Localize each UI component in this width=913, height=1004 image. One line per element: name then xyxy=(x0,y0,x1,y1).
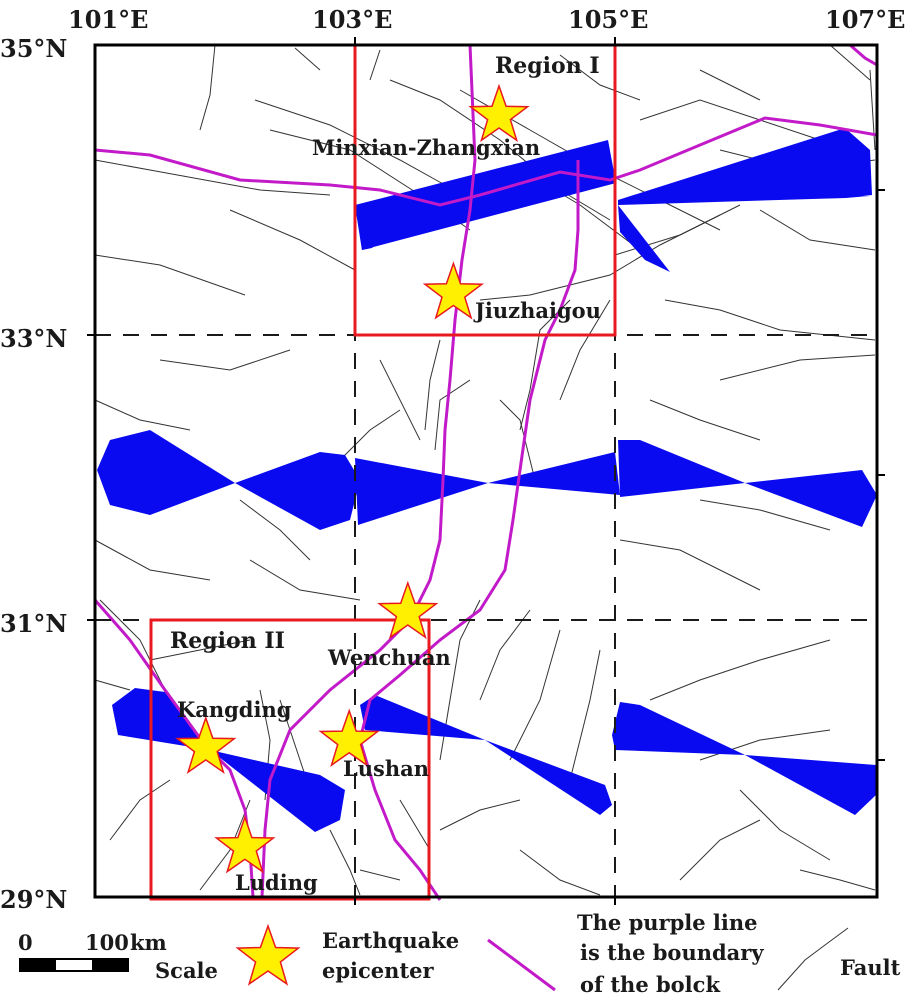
scale-zero-label: 0 xyxy=(18,930,33,955)
epicenter-label-lushan: Lushan xyxy=(343,756,429,781)
epicenter-star-lushan xyxy=(318,708,380,767)
bowtie-middle-west xyxy=(97,430,360,530)
epicenter-label-jiuzhaigou: Jiuzhaigou xyxy=(473,298,601,323)
epicenter-label-kangding: Kangding xyxy=(177,697,292,722)
legend-boundary-line-icon xyxy=(487,938,556,992)
lat-label-29: 29°N xyxy=(0,885,67,914)
epicenter-label-luding: Luding xyxy=(235,870,318,895)
bowtie-east-north xyxy=(618,128,872,272)
scale-bar xyxy=(19,958,129,972)
bowtie-lushan xyxy=(360,695,612,815)
legend-boundary-label-1: The purple line xyxy=(577,910,758,935)
scale-unit-label: km xyxy=(130,930,167,955)
epicenter-star-luding xyxy=(214,815,276,874)
epicenter-star-minxian-zhangxian xyxy=(468,83,530,143)
bowtie-symbols xyxy=(97,128,877,832)
legend: 0 100 km Scale Earthquake epicenter The … xyxy=(18,910,901,997)
region-1-label: Region I xyxy=(495,53,600,79)
legend-fault-label: Fault xyxy=(840,955,901,980)
legend-fault-icon xyxy=(777,927,849,991)
legend-boundary-label-3: of the bolck xyxy=(580,972,720,997)
lon-label-105: 105°E xyxy=(568,5,648,34)
scale-label: Scale xyxy=(155,958,218,983)
legend-star-icon xyxy=(235,923,301,986)
lat-label-35: 35°N xyxy=(0,34,67,63)
epicenter-label-wenchuan: Wenchuan xyxy=(327,645,451,670)
bowtie-region1 xyxy=(355,140,616,250)
lon-label-103: 103°E xyxy=(312,5,392,34)
bowtie-east-south xyxy=(612,702,876,815)
region-2-box xyxy=(149,618,431,901)
bowtie-middle-center xyxy=(355,452,620,525)
lon-label-107: 107°E xyxy=(825,5,905,34)
epicenter-star-kangding xyxy=(175,715,237,775)
epicenter-star-jiuzhaigou xyxy=(422,261,485,320)
bowtie-middle-east xyxy=(618,440,877,527)
map-frame xyxy=(93,43,879,899)
tick-marks xyxy=(87,37,885,905)
legend-boundary-label-2: is the boundary xyxy=(580,940,764,965)
bowtie-kangding xyxy=(112,688,345,832)
epicenter-label-minxian: Minxian-Zhangxian xyxy=(312,135,540,160)
legend-epicenter-label-1: Earthquake xyxy=(322,928,459,953)
lat-label-33: 33°N xyxy=(0,324,67,353)
scale-value-label: 100 xyxy=(85,930,129,955)
lat-label-31: 31°N xyxy=(0,609,67,638)
legend-epicenter-label-2: epicenter xyxy=(322,958,434,983)
region-2-label: Region II xyxy=(170,628,285,654)
lon-label-101: 101°E xyxy=(68,5,148,34)
epicenter-star-wenchuan xyxy=(377,580,439,640)
epicenter-stars xyxy=(175,83,530,874)
